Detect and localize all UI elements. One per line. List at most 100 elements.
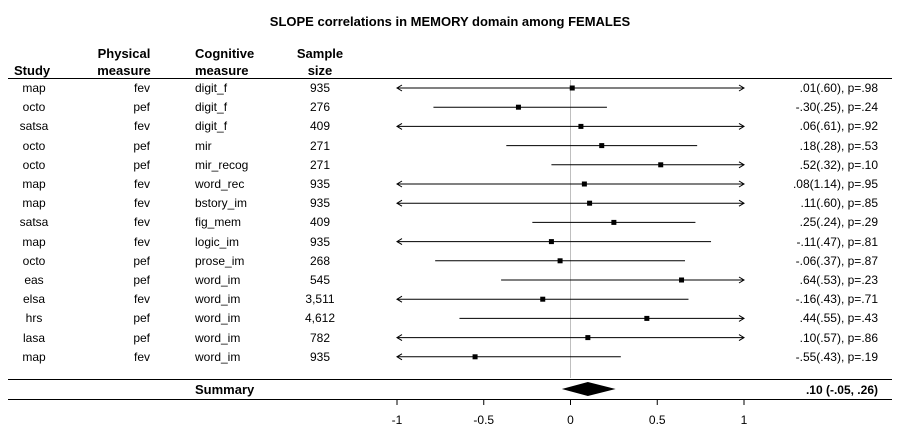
cognitive-measure: mir_recog xyxy=(195,157,249,172)
estimate-label: .06(.61), p=.92 xyxy=(799,119,878,134)
study-name: map xyxy=(22,196,46,211)
header-cognitive-measure: Cognitive measure xyxy=(195,45,254,79)
ci-arrow-left xyxy=(396,295,403,303)
sample-size: 3,511 xyxy=(305,292,335,307)
header-study: Study xyxy=(14,63,51,78)
ci-arrow-right xyxy=(738,334,745,342)
study-name: hrs xyxy=(25,311,43,326)
point-estimate xyxy=(581,181,587,187)
ci-arrow-right xyxy=(738,161,745,169)
cognitive-measure: word_rec xyxy=(195,177,245,191)
physical-measure: fev xyxy=(133,215,150,230)
estimate-label: .01(.60), p=.98 xyxy=(799,81,878,95)
study-name: octo xyxy=(22,138,46,153)
header-cognitive-line1: Cognitive xyxy=(195,46,255,61)
sample-size: 271 xyxy=(309,138,331,153)
x-tick-label: -1 xyxy=(392,413,403,427)
physical-measure: fev xyxy=(133,292,150,307)
point-estimate xyxy=(644,315,650,321)
ci-arrow-right xyxy=(738,199,745,207)
point-estimate xyxy=(548,239,554,245)
study-name: satsa xyxy=(19,119,49,134)
chart-title: SLOPE correlations in MEMORY domain amon… xyxy=(269,14,631,29)
ci-arrow-right xyxy=(738,314,745,322)
cognitive-measure: word_im xyxy=(195,330,241,345)
sample-size: 935 xyxy=(309,234,331,249)
ci-arrow-right xyxy=(738,276,745,284)
summary-top-rule xyxy=(8,379,892,380)
point-estimate xyxy=(587,200,593,206)
cognitive-measure: mir xyxy=(195,138,212,153)
point-estimate xyxy=(578,123,584,129)
summary-bottom-rule xyxy=(8,399,892,400)
ci-arrow-left xyxy=(396,334,403,342)
study-name: octo xyxy=(22,100,46,115)
point-estimate xyxy=(472,354,478,360)
summary-value: .10 (-.05, .26) xyxy=(805,383,878,397)
header-sample-line2: size xyxy=(307,63,333,78)
study-name: octo xyxy=(22,157,46,172)
cognitive-measure: word_im xyxy=(195,311,241,326)
physical-measure: fev xyxy=(133,119,150,134)
physical-measure: pef xyxy=(133,330,150,345)
point-estimate xyxy=(557,258,563,264)
cognitive-measure: digit_f xyxy=(195,100,228,115)
estimate-label: -.06(.37), p=.87 xyxy=(795,253,878,268)
estimate-label: -.11(.47), p=.81 xyxy=(796,234,879,249)
sample-size: 276 xyxy=(309,100,331,115)
ci-arrow-left xyxy=(396,180,403,188)
cognitive-measure: digit_f xyxy=(195,81,228,95)
sample-size: 545 xyxy=(309,273,331,287)
ci-arrow-left xyxy=(396,199,403,207)
cognitive-measure: word_im xyxy=(195,273,241,287)
cognitive-measure: logic_im xyxy=(195,234,240,249)
study-name: eas xyxy=(24,273,44,287)
study-name: octo xyxy=(22,253,46,268)
cognitive-measure: word_im xyxy=(195,292,241,307)
summary-diamond xyxy=(561,382,616,396)
study-name: map xyxy=(22,234,46,249)
ci-arrow-right xyxy=(738,84,745,92)
sample-size: 935 xyxy=(309,177,331,191)
study-name: elsa xyxy=(22,292,45,307)
ci-arrow-left xyxy=(396,238,403,246)
point-estimate xyxy=(569,85,575,91)
estimate-label: .52(.32), p=.10 xyxy=(799,157,878,172)
point-estimate xyxy=(599,143,605,149)
physical-measure: pef xyxy=(133,100,150,115)
estimate-label: -.30(.25), p=.24 xyxy=(795,100,878,115)
study-name: satsa xyxy=(19,215,49,230)
study-name: map xyxy=(22,177,46,191)
physical-measure: fev xyxy=(133,177,150,191)
point-estimate xyxy=(515,104,521,110)
estimate-label: -.55(.43), p=.19 xyxy=(795,349,878,364)
sample-size: 935 xyxy=(309,81,331,95)
estimate-label: .11(.60), p=.85 xyxy=(800,196,879,211)
sample-size: 782 xyxy=(309,330,331,345)
header-physical-measure: Physical measure xyxy=(84,45,164,79)
physical-measure: pef xyxy=(133,253,150,268)
estimate-label: .08(1.14), p=.95 xyxy=(792,177,878,191)
x-tick-label: 1 xyxy=(741,413,748,427)
study-name: map xyxy=(22,81,46,95)
sample-size: 935 xyxy=(309,349,331,364)
point-estimate xyxy=(540,296,546,302)
physical-measure: pef xyxy=(133,311,150,326)
x-tick-label: 0 xyxy=(567,413,574,427)
physical-measure: pef xyxy=(133,273,150,287)
header-physical-line2: measure xyxy=(97,63,151,78)
header-rule xyxy=(8,78,892,79)
estimate-label: .25(.24), p=.29 xyxy=(799,215,878,230)
study-name: lasa xyxy=(22,330,45,345)
estimate-label: .18(.28), p=.53 xyxy=(799,138,878,153)
sample-size: 271 xyxy=(309,157,331,172)
sample-size: 4,612 xyxy=(304,311,336,326)
x-tick-label: -0.5 xyxy=(473,413,494,427)
ci-arrow-left xyxy=(396,84,403,92)
cognitive-measure: word_im xyxy=(195,349,241,364)
ci-arrow-right xyxy=(738,180,745,188)
ci-arrow-right xyxy=(738,122,745,130)
estimate-label: .44(.55), p=.43 xyxy=(799,311,878,326)
sample-size: 935 xyxy=(309,196,331,211)
